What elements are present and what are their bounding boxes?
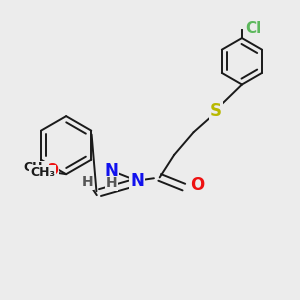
Text: O: O [45,164,58,178]
Text: N: N [130,172,144,190]
Text: S: S [210,102,222,120]
Text: CH₃: CH₃ [30,166,55,179]
Text: H: H [106,176,117,190]
Text: Cl: Cl [245,21,261,36]
Text: N: N [104,162,118,180]
Text: O: O [190,176,204,194]
Text: CH₃: CH₃ [23,161,48,174]
Text: H: H [81,175,93,189]
